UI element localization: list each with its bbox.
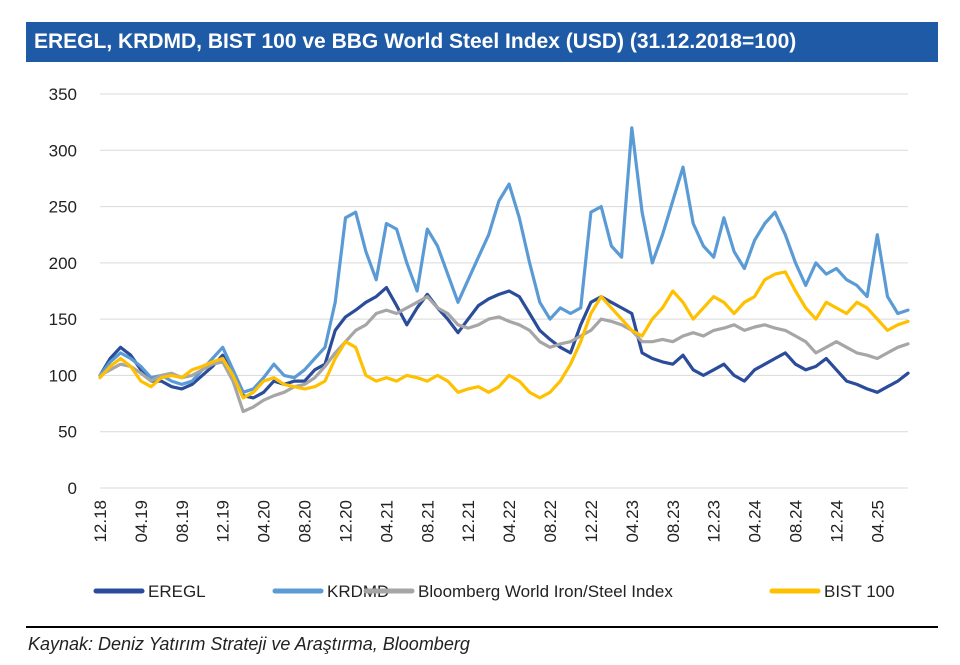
x-tick-label: 08.21 [418, 500, 437, 543]
legend-label: EREGL [148, 582, 206, 601]
x-tick-label: 12.20 [336, 500, 355, 543]
y-tick-label: 100 [49, 366, 77, 385]
x-tick-label: 04.24 [746, 500, 765, 543]
x-tick-label: 08.23 [664, 500, 683, 543]
y-tick-label: 350 [49, 85, 77, 104]
x-tick-label: 08.19 [173, 500, 192, 543]
x-tick-label: 04.22 [500, 500, 519, 543]
legend: EREGL KRDMD Bloomberg World Iron/Steel Ind… [93, 582, 895, 601]
grid-lines [100, 93, 908, 489]
x-tick-label: 04.20 [255, 500, 274, 543]
y-tick-label: 300 [49, 141, 77, 160]
x-tick-label: 04.25 [868, 500, 887, 543]
x-tick-label: 12.19 [214, 500, 233, 543]
series-lines [98, 126, 910, 414]
footer-divider [26, 626, 938, 628]
x-tick-label: 08.24 [786, 500, 805, 543]
legend-label: KRDMD [327, 582, 389, 601]
x-tick-label: 12.22 [582, 500, 601, 543]
series-line [98, 270, 910, 400]
legend-label: BIST 100 [824, 582, 895, 601]
chart-title: EREGL, KRDMD, BIST 100 ve BBG World Stee… [26, 22, 938, 62]
source-note: Kaynak: Deniz Yatırım Strateji ve Araştı… [28, 634, 470, 654]
x-tick-label: 04.21 [377, 500, 396, 543]
x-tick-label: 12.23 [705, 500, 724, 543]
y-tick-label: 150 [49, 310, 77, 329]
x-tick-label: 04.19 [132, 500, 151, 543]
legend-label: Bloomberg World Iron/Steel Index [418, 582, 673, 601]
y-tick-label: 200 [49, 254, 77, 273]
x-tick-label: 12.24 [827, 500, 846, 543]
x-axis-tick-labels: 12.18 04.19 08.19 12.19 04.20 08.20 12.20 04.21… [91, 500, 887, 543]
y-tick-label: 0 [68, 479, 77, 498]
y-tick-label: 50 [58, 423, 77, 442]
x-tick-label: 08.22 [541, 500, 560, 543]
x-tick-label: 12.18 [91, 500, 110, 543]
series-line [98, 295, 910, 414]
series-line [98, 126, 910, 394]
y-tick-label: 250 [49, 198, 77, 217]
x-tick-label: 04.23 [623, 500, 642, 543]
x-tick-label: 08.20 [296, 500, 315, 543]
x-tick-label: 12.21 [459, 500, 478, 543]
y-axis-tick-labels: 0 50 100 150 200 250 300 350 [49, 85, 77, 498]
